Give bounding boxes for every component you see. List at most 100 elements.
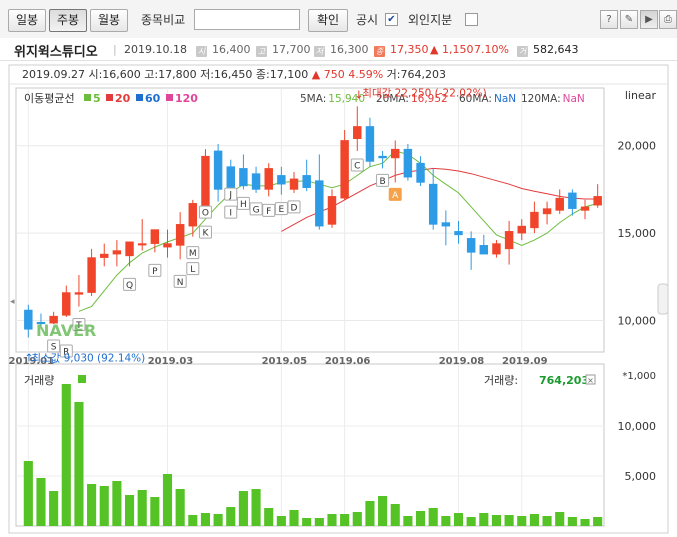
- candle: [24, 304, 33, 338]
- disclosure-marker-box: [388, 187, 402, 201]
- candle: [365, 117, 375, 167]
- disclosure-marker: A: [388, 187, 402, 201]
- disclosure-marker-box: [186, 246, 200, 260]
- volume-bar: [365, 501, 375, 526]
- ohlc-header: 2019.09.27 시:16,600 고:17,800 저:16,450 종:…: [22, 68, 446, 81]
- foreign-ownership-checkbox[interactable]: [465, 13, 478, 26]
- candle-body: [264, 168, 273, 190]
- date-tick-label: 2019.01: [9, 356, 55, 367]
- candle-body: [340, 140, 349, 199]
- disclosure-marker-label: B: [379, 177, 385, 187]
- disclosure-marker-box: [123, 277, 137, 291]
- volume-bar: [289, 510, 299, 526]
- candle: [36, 313, 46, 326]
- ma-value-number: NaN: [563, 93, 585, 105]
- candle-body: [441, 222, 451, 227]
- candle: [504, 220, 514, 265]
- header-volume: 거:764,203: [387, 68, 446, 81]
- candle-body: [87, 257, 96, 293]
- ma-legend-label: 120: [175, 92, 198, 105]
- volume-bar: [453, 513, 464, 526]
- ma-value-number: 16,952: [411, 93, 448, 105]
- candle: [87, 248, 96, 297]
- volume-bar: [112, 481, 122, 526]
- header-change: 750: [324, 68, 349, 81]
- candle-body: [428, 183, 438, 225]
- disclosure-marker-box: [262, 203, 276, 217]
- ma-value-label: 60MA:: [459, 93, 492, 105]
- volume-bar: [327, 514, 337, 526]
- confirm-button[interactable]: 확인: [308, 9, 348, 32]
- open-price-icon: 시: [196, 46, 207, 57]
- volume-bar: [36, 478, 46, 526]
- disclosure-marker-label: E: [279, 205, 285, 215]
- volume-close-glyph: ×: [587, 376, 594, 385]
- candle: [74, 275, 84, 307]
- candle: [163, 229, 172, 258]
- cursor-tool-icon[interactable]: ▶: [640, 10, 658, 29]
- candle-body: [226, 166, 235, 188]
- tab-daily[interactable]: 일봉: [8, 9, 46, 32]
- ma-legend-swatch: [166, 94, 173, 101]
- candle: [100, 243, 109, 267]
- candle: [479, 234, 489, 255]
- disclosure-marker-box: [236, 196, 250, 210]
- candle-body: [416, 162, 425, 183]
- ma-legend-title: 이동평균선: [24, 92, 75, 105]
- disclosure-marker-label: C: [354, 161, 360, 171]
- candle: [492, 240, 501, 258]
- candle: [441, 210, 451, 246]
- disclosure-marker-box: [198, 205, 212, 219]
- volume-bar: [555, 512, 565, 526]
- candle-body: [517, 225, 526, 234]
- volume-bar: [87, 484, 97, 526]
- tab-weekly[interactable]: 주봉: [49, 9, 87, 32]
- compare-input[interactable]: [194, 9, 300, 30]
- disclosure-marker: L: [186, 262, 200, 276]
- low-price-icon: 저: [314, 46, 325, 57]
- volume-bar: [150, 497, 160, 526]
- disclosure-marker-box: [224, 205, 238, 219]
- disclosure-label: 공시: [356, 13, 379, 27]
- indicator-settings-icon[interactable]: ?: [600, 10, 618, 29]
- date-tick-label: 2019.08: [439, 356, 485, 367]
- volume-bar: [314, 518, 324, 526]
- close-price: 17,350: [390, 43, 429, 56]
- volume-bar: [162, 474, 173, 526]
- volume-bar: [213, 514, 223, 526]
- candle-body: [62, 292, 71, 316]
- volume-bar: [504, 515, 514, 526]
- candle-body: [403, 148, 413, 178]
- volume-bar: [491, 515, 502, 526]
- candle-body: [213, 150, 223, 190]
- max-arrow: ↓: [354, 88, 363, 101]
- disclosure-marker: O: [198, 205, 212, 219]
- candle: [112, 240, 122, 267]
- volume-bar: [415, 511, 426, 526]
- volume-close-icon: [585, 374, 596, 385]
- ma-legend-label: 5: [93, 92, 101, 105]
- ma-value: 60MA: NaN: [459, 93, 516, 105]
- disclosure-checkbox[interactable]: ✔: [385, 13, 398, 26]
- candle-body: [137, 243, 147, 246]
- volume-bar: [226, 507, 236, 526]
- ma-value-label: 5MA:: [300, 93, 326, 105]
- volume-bar: [403, 516, 413, 526]
- draw-tool-icon[interactable]: ✎: [620, 10, 638, 29]
- chart-border: [8, 64, 669, 534]
- candle-body: [454, 231, 463, 236]
- min-arrow: ↑: [24, 351, 33, 364]
- volume-bar: [542, 516, 552, 526]
- volume-title: 거래량: [24, 374, 54, 387]
- candle-body: [315, 180, 324, 227]
- candle: [466, 231, 476, 270]
- disclosure-marker-label: M: [189, 249, 197, 259]
- disclosure-marker-label: D: [291, 203, 298, 213]
- candle: [378, 150, 387, 169]
- tab-monthly[interactable]: 월봉: [90, 9, 128, 32]
- print-icon[interactable]: ⎙: [659, 10, 677, 29]
- compare-label: 종목비교: [141, 13, 186, 27]
- volume-bar: [99, 486, 109, 526]
- candle-body: [150, 229, 160, 244]
